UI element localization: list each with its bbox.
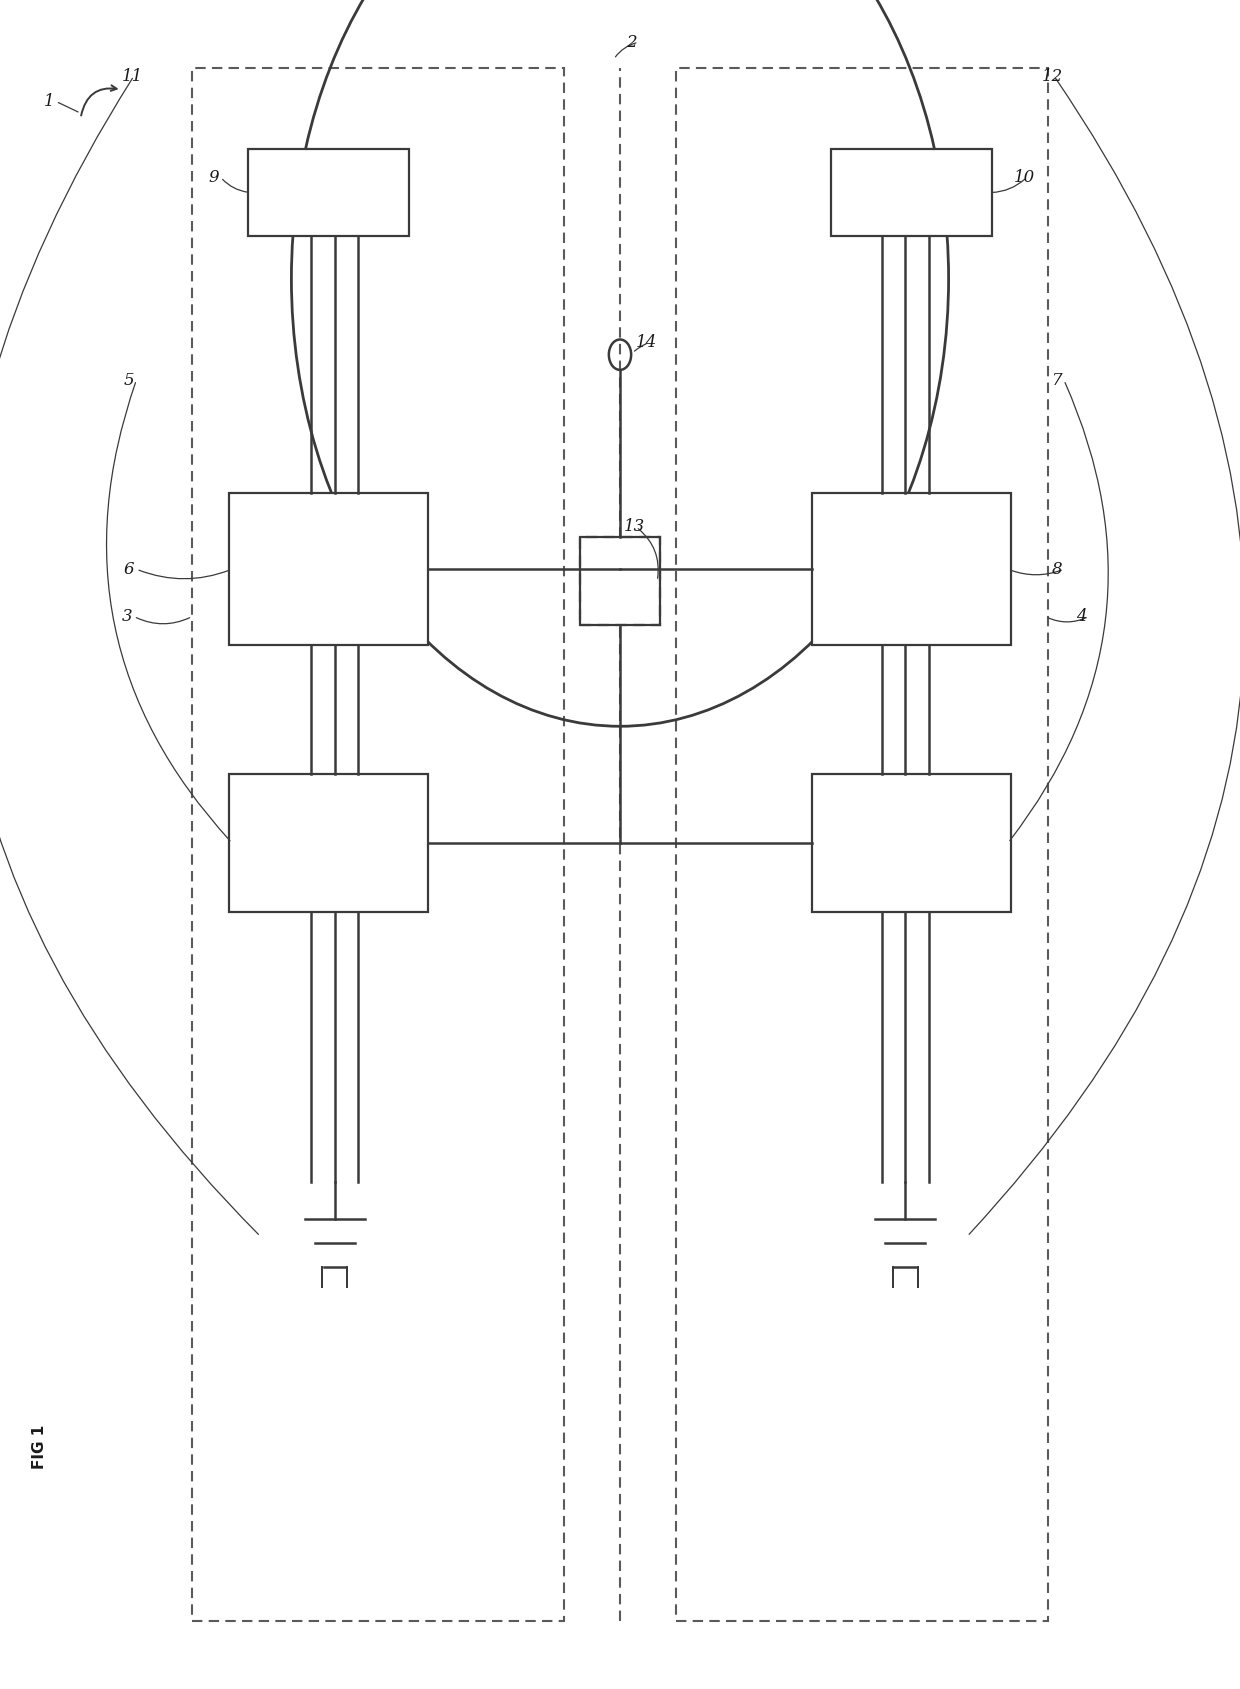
Text: FIG 1: FIG 1	[32, 1426, 47, 1469]
Text: 2: 2	[626, 34, 637, 51]
Bar	[676, 68, 1048, 1621]
Bar	[812, 774, 1011, 912]
Text: 7: 7	[1052, 372, 1063, 388]
Bar	[229, 493, 428, 645]
Text: 5: 5	[124, 372, 135, 388]
Text: 9: 9	[208, 169, 219, 186]
Text: 4: 4	[1076, 608, 1087, 625]
Bar	[580, 537, 660, 625]
Text: 12: 12	[1042, 68, 1063, 84]
Bar	[248, 149, 409, 236]
Bar	[831, 149, 992, 236]
Bar	[580, 537, 660, 625]
Text: 10: 10	[1014, 169, 1035, 186]
Text: 3: 3	[122, 608, 133, 625]
Bar	[812, 493, 1011, 645]
Text: 6: 6	[124, 561, 135, 578]
Text: 8: 8	[1052, 561, 1063, 578]
Bar	[229, 774, 428, 912]
Text: 14: 14	[636, 334, 657, 351]
Text: 11: 11	[122, 68, 143, 84]
Bar	[192, 68, 564, 1621]
Text: 1: 1	[43, 93, 55, 110]
Text: 13: 13	[624, 519, 645, 535]
